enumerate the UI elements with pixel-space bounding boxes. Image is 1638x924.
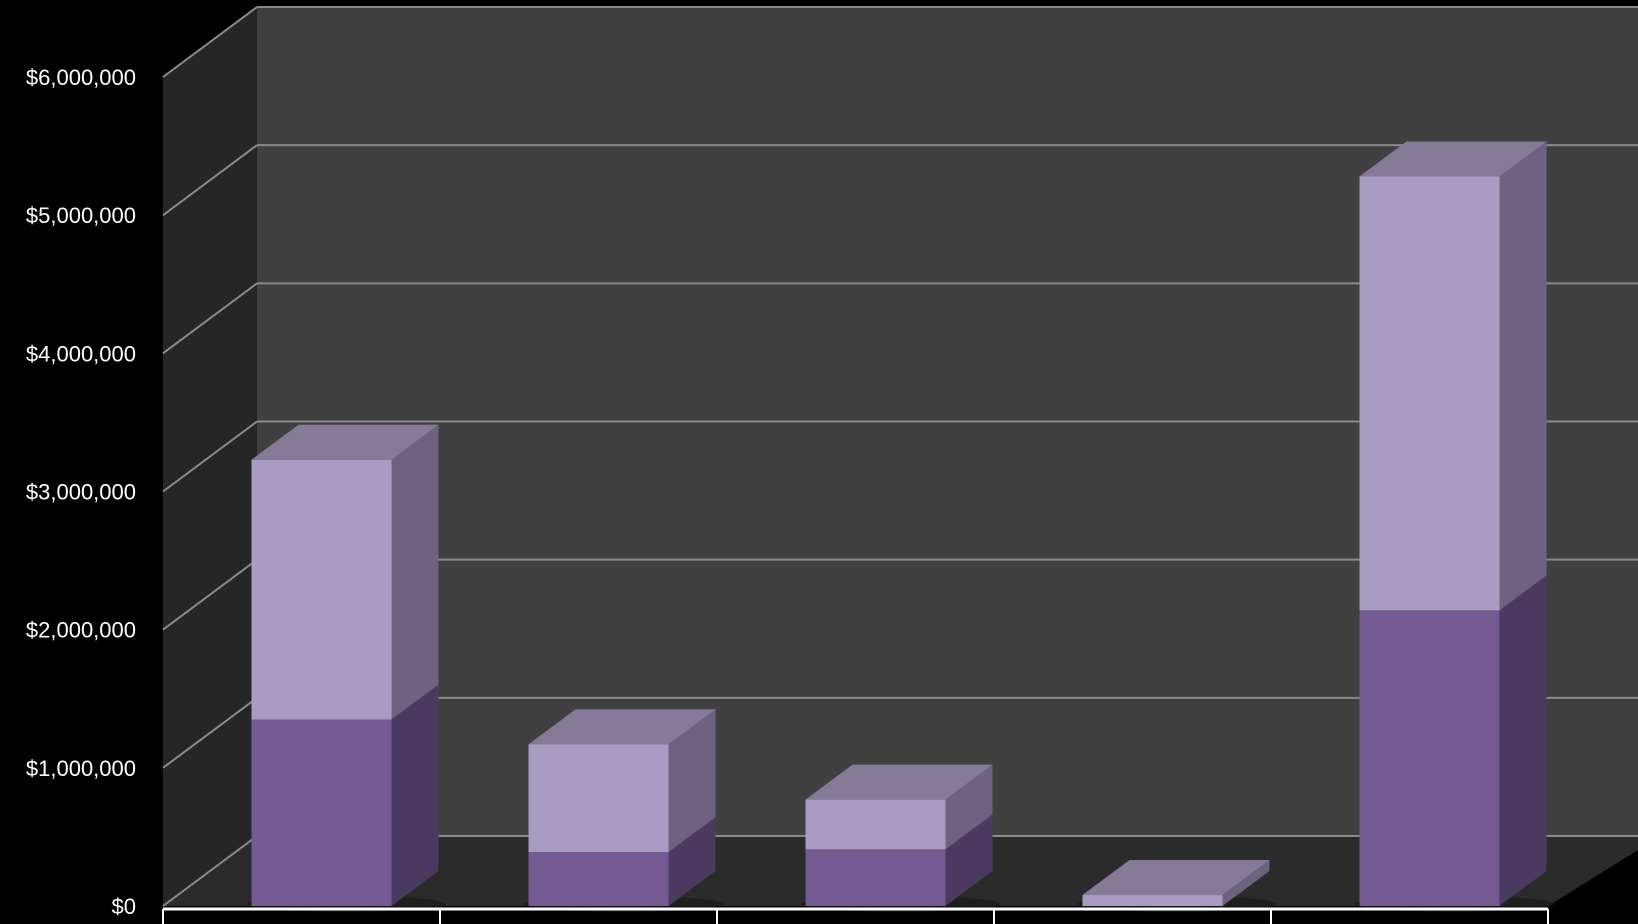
- bar-segment: [251, 719, 392, 906]
- y-tick-label: $4,000,000: [26, 341, 136, 366]
- bar-top-face: [251, 424, 439, 460]
- y-axis-tick-labels: $0 $1,000,000 $2,000,000 $3,000,000 $4,000,0…: [26, 65, 136, 919]
- bar-segment-side: [1499, 575, 1547, 906]
- y-tick-label: $0: [112, 894, 136, 919]
- side-gridline: [162, 835, 258, 907]
- bar-top-face: [528, 709, 716, 745]
- bar-segment-side: [945, 814, 993, 906]
- side-gridline: [162, 282, 258, 355]
- bar-segment: [805, 799, 946, 850]
- bar-segment: [805, 849, 946, 906]
- bar-segment-side: [945, 764, 993, 850]
- bar-stacks: [246, 141, 1555, 912]
- bar-segment-side: [391, 424, 439, 720]
- side-gridline: [162, 144, 258, 216]
- side-gridline: [162, 558, 258, 631]
- bar-stack: [246, 424, 447, 912]
- y-tick-label: $6,000,000: [26, 65, 136, 90]
- bar-stack: [523, 709, 724, 912]
- bar-segment: [1359, 176, 1500, 611]
- y-tick-label: $5,000,000: [26, 203, 136, 228]
- y-tick-label: $3,000,000: [26, 480, 136, 505]
- bar-segment: [1359, 610, 1500, 906]
- bar-top-face: [1359, 141, 1547, 177]
- side-gridline: [162, 420, 258, 493]
- bar-top-face: [1082, 859, 1270, 895]
- axis-lines: [162, 907, 1549, 924]
- bar-segment-side: [1499, 141, 1547, 611]
- bar-segment: [251, 459, 392, 720]
- y-tick-label: $2,000,000: [26, 618, 136, 643]
- bar-segment-side: [391, 684, 439, 906]
- y-tick-label: $1,000,000: [26, 756, 136, 781]
- bar-segment: [528, 744, 669, 853]
- bar-segment-side: [668, 817, 716, 906]
- bar-segment-side: [668, 709, 716, 853]
- side-gridline: [162, 697, 258, 769]
- bar-top-face: [805, 764, 993, 800]
- bar-segment-side: [1222, 859, 1270, 906]
- bar-segment: [1082, 894, 1223, 906]
- bar-stack: [1354, 141, 1555, 912]
- side-gridline: [162, 6, 258, 78]
- bar-segment: [528, 852, 669, 906]
